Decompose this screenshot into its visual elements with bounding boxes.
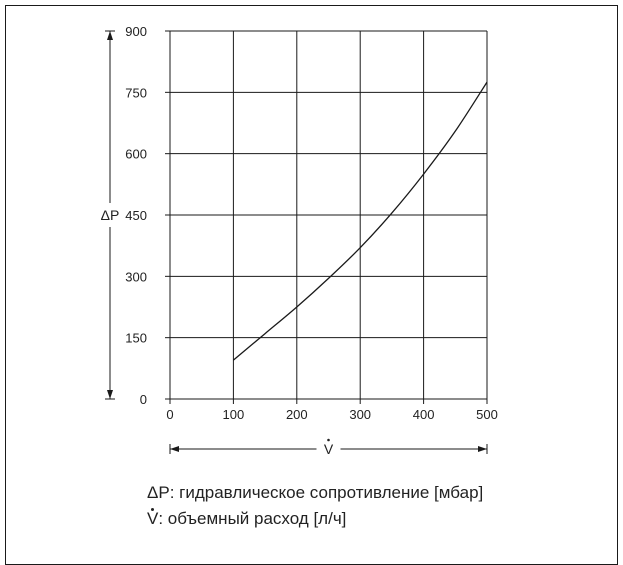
x-axis-label: V xyxy=(324,441,334,457)
y-tick-label-300: 300 xyxy=(125,269,147,284)
x-tick-label-200: 200 xyxy=(286,407,308,422)
y-tick-label-450: 450 xyxy=(125,208,147,223)
y-axis-label: ΔP xyxy=(101,207,120,223)
axes xyxy=(165,30,488,404)
x-tick-label-500: 500 xyxy=(476,407,498,422)
y-tick-label-900: 900 xyxy=(125,24,147,39)
y-tick-label-150: 150 xyxy=(125,331,147,346)
legend-pressure-symbol: ΔP xyxy=(147,483,170,502)
x-tick-label-0: 0 xyxy=(166,407,173,422)
axis-dimension-lines: ΔP V xyxy=(101,30,488,457)
y-dim-arrow-up xyxy=(107,31,113,40)
legend-flow-rate: V: объемный расход [л/ч] xyxy=(147,508,347,529)
x-dim-arrow-left xyxy=(170,446,179,452)
y-tick-label-0: 0 xyxy=(140,392,147,407)
y-tick-label-600: 600 xyxy=(125,147,147,162)
x-tick-label-100: 100 xyxy=(223,407,245,422)
x-tick-label-300: 300 xyxy=(349,407,371,422)
legend-pressure-text: : гидравлическое сопротивление [мбар] xyxy=(169,483,484,502)
series-line-0 xyxy=(232,81,488,361)
y-tick-label-750: 750 xyxy=(125,85,147,100)
legend-pressure-drop: ΔP: гидравлическое сопротивление [мбар] xyxy=(147,483,483,503)
tick-labels: 0 150 300 450 600 750 900 0 100 200 300 400 500 xyxy=(125,24,498,422)
chart: 0 150 300 450 600 750 900 0 100 200 300 400 500 ΔP V xyxy=(101,24,498,457)
y-dim-arrow-down xyxy=(107,390,113,399)
legend-flow-symbol: V xyxy=(147,508,159,528)
legend-flow-text: : объемный расход [л/ч] xyxy=(158,509,347,528)
series xyxy=(232,81,488,361)
x-dim-arrow-right xyxy=(478,446,487,452)
grid xyxy=(169,30,488,400)
x-axis-label-dot xyxy=(327,438,330,442)
x-tick-label-400: 400 xyxy=(413,407,435,422)
